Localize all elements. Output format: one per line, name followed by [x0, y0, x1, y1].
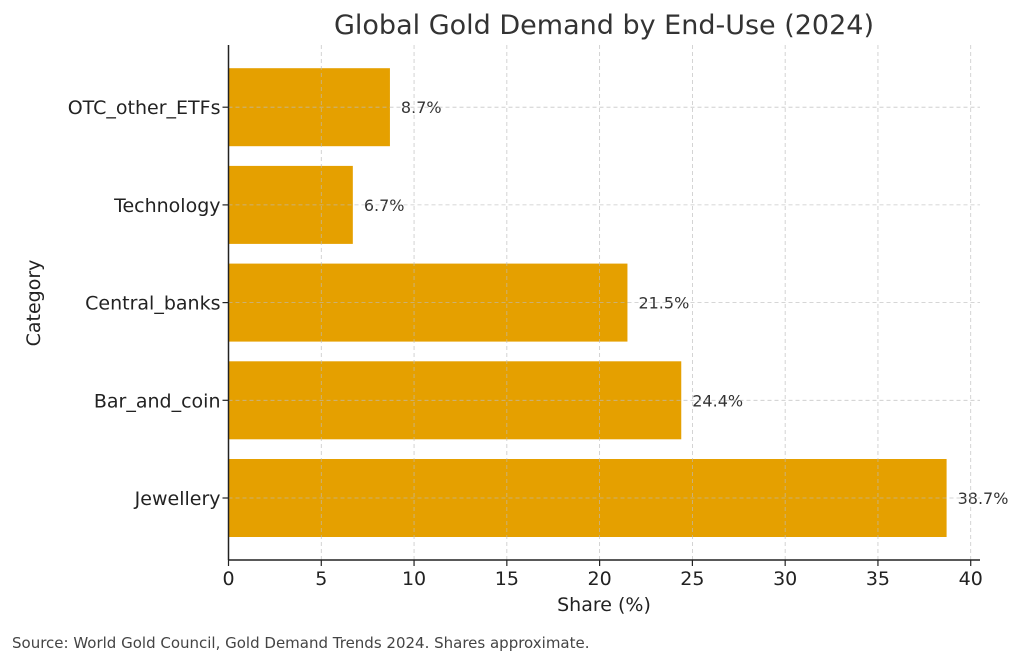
- data-label: 24.4%: [692, 391, 743, 410]
- x-tick-label: 30: [773, 568, 797, 590]
- x-tick-label: 20: [588, 568, 612, 590]
- y-tick-label: Technology: [113, 195, 220, 217]
- chart-title: Global Gold Demand by End-Use (2024): [334, 10, 874, 41]
- x-axis-label: Share (%): [557, 594, 651, 616]
- data-label: 6.7%: [364, 196, 405, 215]
- y-tick-label: Jewellery: [134, 488, 221, 510]
- data-label: 8.7%: [401, 98, 442, 117]
- bars: 38.7% 24.4% 21.5% 6.7% 8.7%: [228, 68, 1009, 537]
- x-tick-label: 10: [402, 568, 426, 590]
- y-tick-label: Bar_and_coin: [94, 390, 221, 412]
- x-tick-label: 35: [866, 568, 890, 590]
- x-tick-label: 5: [315, 568, 327, 590]
- x-tick-label: 0: [222, 568, 234, 590]
- bar: [228, 165, 353, 244]
- y-tick-label: Central_banks: [85, 293, 220, 315]
- footnote: Source: World Gold Council, Gold Demand …: [12, 634, 590, 652]
- data-label: 21.5%: [638, 294, 689, 313]
- y-tick-label: OTC_other_ETFs: [68, 97, 221, 119]
- y-axis-label: Category: [23, 260, 45, 347]
- x-tick-label: 25: [680, 568, 704, 590]
- axes: Jewellery Bar_and_coin Central_banks Techno…: [68, 45, 983, 590]
- data-label: 38.7%: [958, 489, 1009, 508]
- x-tick-label: 40: [959, 568, 983, 590]
- x-tick-label: 15: [495, 568, 519, 590]
